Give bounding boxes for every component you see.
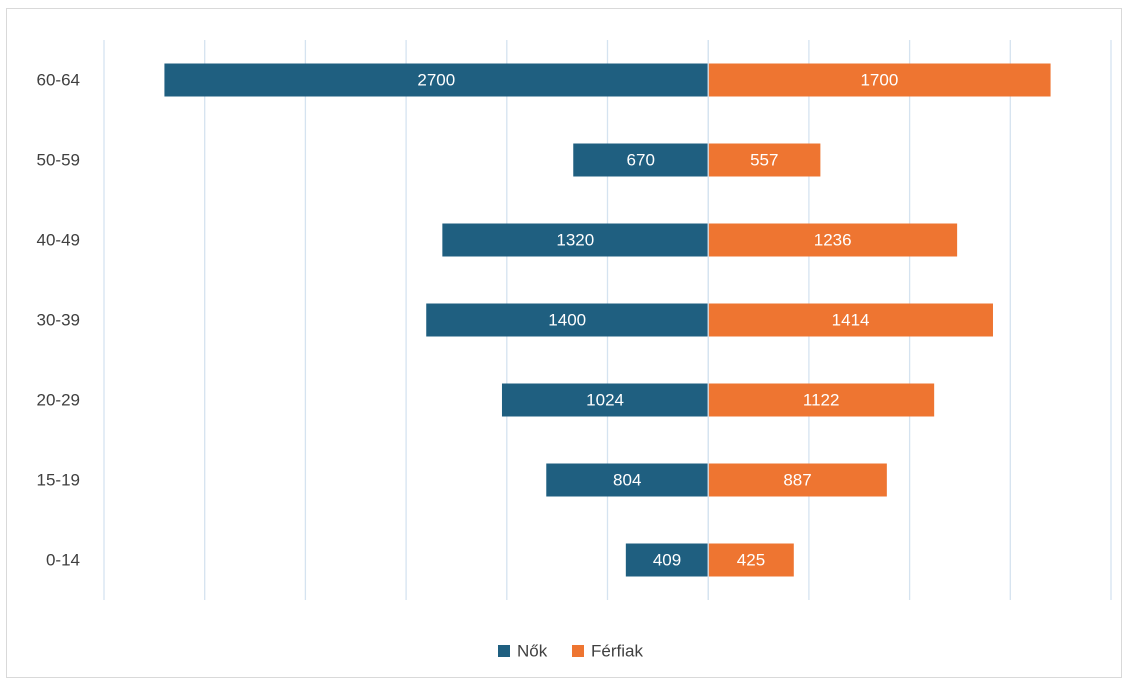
female-value-label: 2700: [417, 71, 455, 90]
female-value-label: 1320: [556, 231, 594, 250]
male-bar[interactable]: [708, 63, 1051, 97]
male-value-label: 425: [737, 551, 765, 570]
legend-item-females: Nők: [517, 642, 548, 661]
female-bar[interactable]: [625, 543, 709, 577]
female-bar[interactable]: [501, 383, 709, 417]
male-bar[interactable]: [708, 463, 887, 497]
category-label: 50-59: [37, 151, 80, 170]
male-value-label: 887: [783, 471, 811, 490]
legend-swatch: [498, 645, 510, 657]
male-bar[interactable]: [708, 303, 993, 337]
legend-item-males: Férfiak: [591, 642, 643, 661]
female-bar[interactable]: [546, 463, 709, 497]
male-value-label: 1700: [860, 71, 898, 90]
category-label: 30-39: [37, 311, 80, 330]
category-label: 60-64: [37, 71, 80, 90]
male-value-label: 1122: [803, 391, 840, 410]
male-bar[interactable]: [708, 143, 821, 177]
female-bar[interactable]: [164, 63, 709, 97]
female-bar[interactable]: [573, 143, 709, 177]
female-value-label: 409: [653, 551, 681, 570]
female-value-label: 670: [627, 151, 655, 170]
male-bar[interactable]: [708, 543, 794, 577]
female-value-label: 804: [613, 471, 641, 490]
category-label: 20-29: [37, 391, 80, 410]
male-value-label: 1236: [814, 231, 852, 250]
male-value-label: 1414: [832, 311, 870, 330]
category-label: 15-19: [37, 471, 80, 490]
female-bar[interactable]: [442, 223, 709, 257]
category-label: 40-49: [37, 231, 80, 250]
female-value-label: 1400: [548, 311, 586, 330]
category-label: 0-14: [46, 551, 80, 570]
male-bar[interactable]: [708, 383, 935, 417]
male-value-label: 557: [750, 151, 778, 170]
female-bar[interactable]: [426, 303, 709, 337]
legend-swatch: [572, 645, 584, 657]
female-value-label: 1024: [586, 391, 624, 410]
male-bar[interactable]: [708, 223, 958, 257]
chart-frame: [6, 8, 1122, 678]
